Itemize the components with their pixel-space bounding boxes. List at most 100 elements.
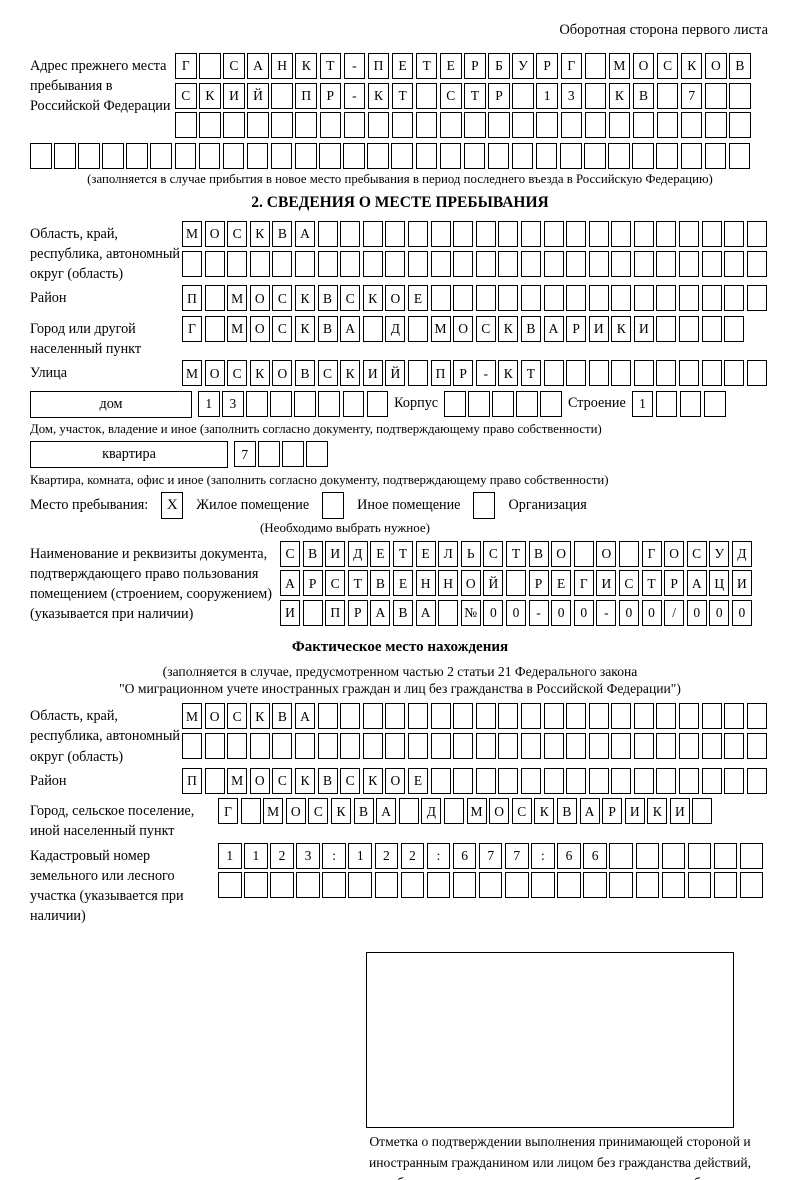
char-cell: Р: [319, 82, 342, 109]
char-cell: 0: [573, 599, 594, 626]
char-cell: [724, 315, 745, 342]
char-cell: [729, 112, 751, 138]
char-cell: И: [731, 570, 752, 597]
char-cell: 3: [222, 390, 244, 417]
char-cell: [543, 767, 564, 794]
char-cell: Е: [391, 53, 414, 79]
char-cell: В: [370, 570, 391, 597]
char-cell: [516, 390, 538, 417]
char-cell: У: [512, 53, 534, 79]
char-cell: [282, 441, 304, 468]
char-cell: Е: [551, 570, 572, 597]
char-cell: Р: [453, 360, 474, 387]
char-cell: Г: [560, 53, 582, 79]
char-cell: [258, 441, 280, 468]
char-cell: [198, 142, 221, 169]
char-cell: [430, 250, 451, 277]
cadastral-field: Кадастровый номер земельного или лесного…: [30, 842, 770, 927]
char-cell: [520, 703, 541, 730]
char-cell: 6: [557, 842, 581, 869]
char-cell: [498, 703, 519, 730]
char-cell: О: [285, 798, 306, 825]
char-cell: С: [272, 767, 293, 794]
char-cell: [430, 221, 451, 247]
char-cell: Е: [415, 540, 436, 567]
document-label: Наименование и реквизиты документа, подт…: [30, 545, 272, 623]
char-cell: [244, 872, 268, 899]
char-cell: [343, 142, 365, 169]
char-cell: [319, 112, 342, 138]
char-cell: [584, 112, 607, 138]
char-cell: Р: [566, 315, 587, 342]
char-cell: Н: [271, 53, 293, 79]
char-cell: [362, 221, 383, 247]
char-cell: [656, 250, 677, 277]
char-cell: 2: [400, 842, 425, 869]
char-cell: [227, 250, 248, 277]
char-cell: Т: [392, 540, 413, 567]
char-cell: С: [272, 285, 293, 312]
char-cell: Т: [641, 570, 662, 597]
char-cell: [588, 285, 609, 312]
char-cell: М: [227, 767, 248, 794]
char-cell: [611, 732, 632, 759]
char-cell: С: [325, 570, 346, 597]
char-cell: [463, 142, 486, 169]
char-cell: [713, 842, 738, 869]
char-cell: [453, 285, 474, 312]
prev-address-caption: (заполняется в случае прибытия в новое м…: [87, 172, 713, 186]
char-cell: [78, 142, 100, 169]
char-cell: [222, 142, 245, 169]
char-cell: М: [430, 315, 451, 342]
char-cell: С: [511, 798, 532, 825]
checkbox-organizaciya: [473, 491, 496, 519]
char-cell: [633, 703, 654, 730]
char-cell: [294, 390, 316, 417]
char-cell: [584, 82, 607, 109]
char-cell: [430, 732, 451, 759]
char-cell: О: [489, 798, 510, 825]
char-cell: [478, 872, 503, 899]
char-cell: [635, 872, 659, 899]
char-cell: Т: [505, 540, 526, 567]
char-cell: [302, 599, 323, 626]
char-cell: А: [294, 703, 315, 730]
char-cell: [701, 315, 722, 342]
char-cell: К: [498, 360, 519, 387]
fact-city-label: Город, сельское поселение, иной населенн…: [30, 803, 195, 840]
char-cell: 2: [374, 842, 399, 869]
char-cell: В: [392, 599, 413, 626]
actual-location-note-2: "О миграционном учете иностранных гражда…: [119, 681, 681, 697]
char-cell: В: [632, 82, 655, 109]
char-cell: 7: [478, 842, 503, 869]
char-cell: [609, 872, 633, 899]
char-cell: [415, 112, 438, 138]
char-cell: [701, 767, 722, 794]
char-cell: Л: [438, 540, 459, 567]
char-cell: П: [367, 53, 390, 79]
char-cell: [679, 221, 700, 247]
char-cell: [367, 142, 389, 169]
char-cell: [566, 732, 587, 759]
char-cell: [340, 221, 361, 247]
char-cell: 7: [505, 842, 529, 869]
char-cell: [317, 221, 338, 247]
char-cell: С: [340, 285, 361, 312]
char-cell: [174, 142, 197, 169]
street-label: Улица: [30, 365, 68, 382]
char-cell: [746, 360, 767, 387]
page-side-note: Оборотная сторона первого листа: [559, 22, 768, 38]
char-cell: В: [302, 540, 323, 567]
cadastral-label: Кадастровый номер земельного или лесного…: [30, 847, 184, 925]
char-cell: К: [294, 315, 315, 342]
char-cell: [440, 112, 462, 138]
char-cell: [407, 703, 428, 730]
checkbox-zhiloe: X: [161, 491, 184, 519]
char-cell: 7: [234, 441, 256, 468]
char-cell: О: [249, 285, 270, 312]
char-cell: К: [249, 221, 270, 247]
char-cell: [54, 142, 76, 169]
